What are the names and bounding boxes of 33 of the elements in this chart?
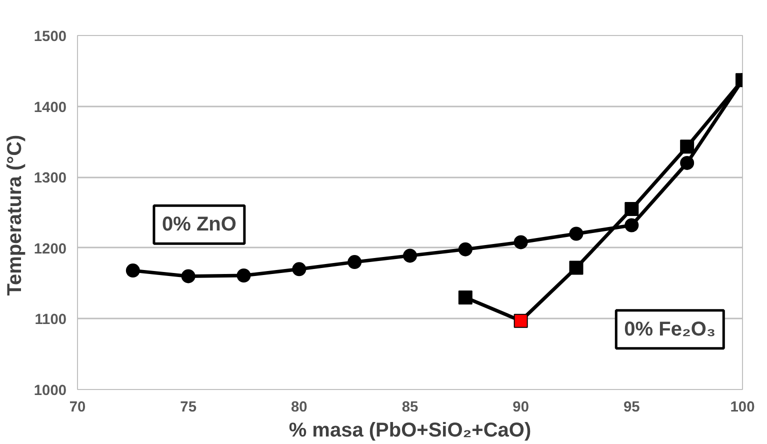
x-axis-title: % masa (PbO+SiO₂+CaO) — [288, 420, 532, 442]
point — [458, 290, 472, 304]
y-tick-label: 1500 — [34, 29, 67, 45]
point — [569, 260, 584, 275]
point — [680, 156, 694, 170]
point — [514, 235, 528, 250]
y-tick-label: 1300 — [34, 170, 67, 187]
x-tick-label: 70 — [69, 400, 86, 416]
point — [458, 242, 472, 256]
point — [403, 248, 417, 263]
x-tick-label: 80 — [291, 400, 308, 416]
point — [514, 314, 528, 328]
x-tick-label: 85 — [402, 400, 418, 416]
point — [680, 140, 694, 154]
point — [126, 264, 140, 278]
x-tick-label: 95 — [624, 400, 640, 416]
point — [348, 255, 362, 270]
y-tick-label: 1200 — [34, 241, 67, 258]
point — [624, 218, 639, 232]
point — [181, 269, 196, 284]
series-label: 0% ZnO — [162, 214, 236, 236]
y-tick-label: 1100 — [34, 312, 66, 328]
point — [624, 202, 639, 216]
point — [569, 226, 584, 241]
x-tick-label: 90 — [512, 400, 529, 416]
x-tick-label: 75 — [180, 400, 196, 416]
point — [236, 268, 251, 282]
y-axis-title: Temperatura (°C) — [4, 134, 26, 296]
y-tick-label: 1400 — [34, 100, 67, 116]
y-tick-label: 1000 — [34, 383, 67, 399]
x-tick-label: 100 — [730, 400, 755, 416]
text: 0% Fe₂O₃ — [624, 318, 716, 340]
point — [292, 262, 306, 276]
